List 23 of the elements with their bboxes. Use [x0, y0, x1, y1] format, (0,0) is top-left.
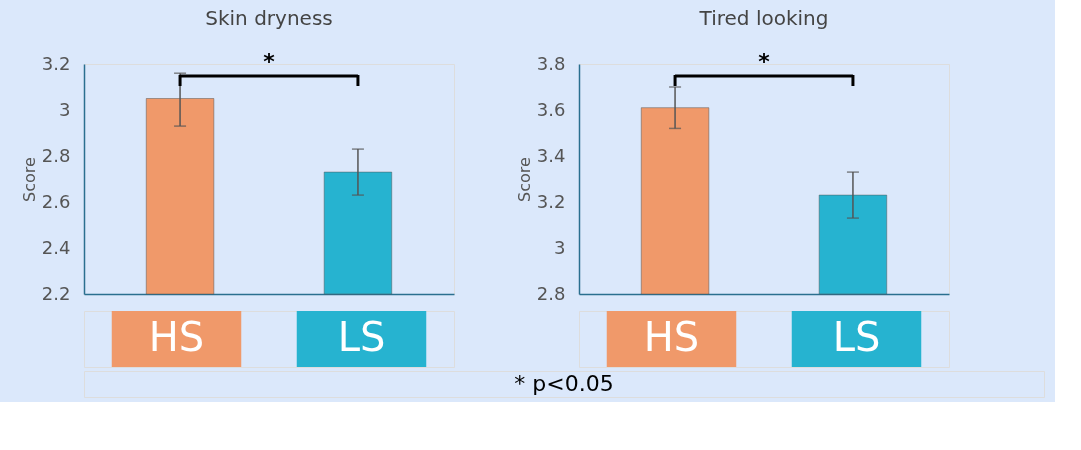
y-tick-label: 3.8	[536, 52, 566, 74]
y-tick-label: 3.2	[41, 52, 71, 74]
y-tick-label: 3.2	[536, 190, 566, 212]
y-tick-label: 3	[554, 236, 566, 258]
y-tick-label: 2.2	[41, 282, 71, 304]
x-tick-label: HS	[148, 314, 205, 360]
y-tick-label: 3	[59, 98, 71, 120]
y-tick-label: 2.8	[41, 144, 71, 166]
y-axis-title: Score	[19, 157, 39, 202]
y-tick-label: 3.6	[536, 98, 566, 120]
x-tick-label: HS	[643, 314, 700, 360]
text: * p<0.05	[514, 371, 614, 396]
annotation: *	[758, 49, 771, 74]
x-tick-label: LS	[337, 314, 386, 360]
y-tick-label: 3.4	[536, 144, 566, 166]
y-tick-label: 2.6	[41, 190, 71, 212]
chart-title: Tired looking	[698, 6, 829, 30]
chart-title: Skin dryness	[205, 6, 333, 30]
x-tick-label: LS	[832, 314, 881, 360]
y-axis-title: Score	[514, 157, 534, 202]
annotation: *	[263, 49, 276, 74]
y-tick-label: 2.8	[536, 282, 566, 304]
y-tick-label: 2.4	[41, 236, 71, 258]
